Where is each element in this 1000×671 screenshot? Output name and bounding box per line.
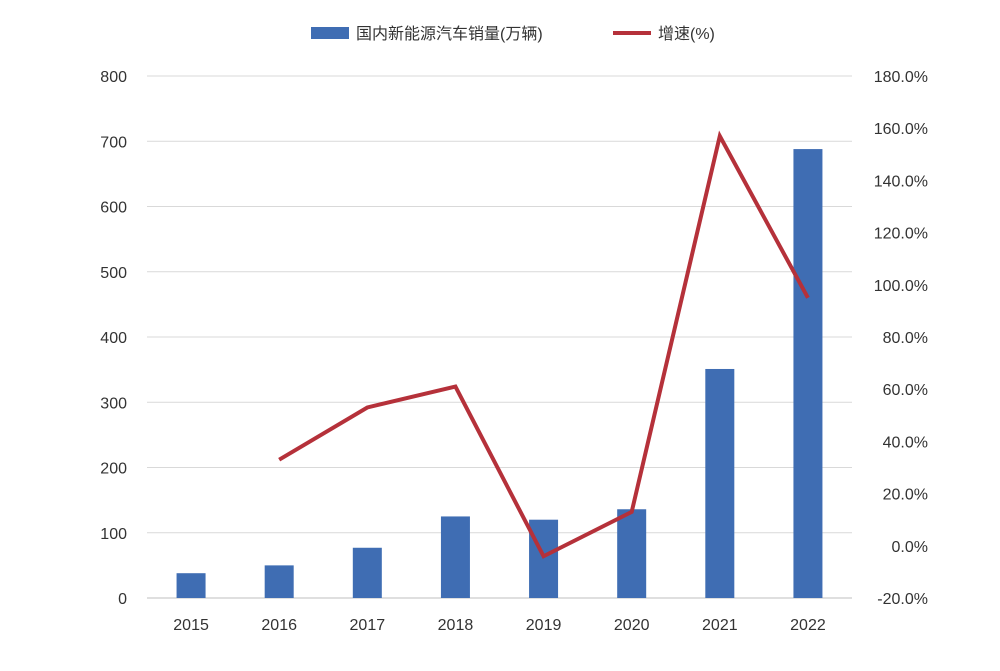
bar	[617, 509, 646, 598]
x-tick-label: 2021	[702, 617, 738, 634]
legend-swatch-bar	[311, 27, 349, 39]
bar	[705, 369, 734, 598]
y-right-tick-label: 160.0%	[874, 121, 928, 138]
y-right-tick-label: 180.0%	[874, 69, 928, 86]
y-left-tick-label: 200	[100, 461, 127, 478]
x-tick-label: 2019	[526, 617, 562, 634]
y-left-tick-label: 0	[118, 591, 127, 608]
y-right-tick-label: 120.0%	[874, 226, 928, 243]
x-tick-label: 2018	[438, 617, 474, 634]
y-right-tick-label: -20.0%	[877, 591, 928, 608]
y-right-tick-label: 20.0%	[883, 487, 928, 504]
bar	[793, 149, 822, 598]
legend-label-bar: 国内新能源汽车销量(万辆)	[356, 25, 543, 43]
y-left-tick-label: 100	[100, 526, 127, 543]
y-left-tick-label: 600	[100, 200, 127, 217]
bar-series	[177, 149, 823, 598]
y-left-tick-label: 300	[100, 395, 127, 412]
bar	[441, 516, 470, 598]
y-axis-left: 0 100 200 300 400 500 600 700 800	[100, 69, 127, 608]
legend: 国内新能源汽车销量(万辆) 增速(%)	[311, 25, 715, 43]
y-right-tick-label: 40.0%	[883, 434, 928, 451]
y-right-tick-label: 80.0%	[883, 330, 928, 347]
x-axis: 2015 2016 2017 2018 2019 2020 2021 2022	[173, 617, 826, 634]
bar	[265, 565, 294, 598]
x-tick-label: 2017	[350, 617, 386, 634]
y-left-tick-label: 400	[100, 330, 127, 347]
bar	[353, 548, 382, 598]
y-right-tick-label: 0.0%	[892, 539, 928, 556]
y-right-tick-label: 60.0%	[883, 382, 928, 399]
x-tick-label: 2016	[261, 617, 297, 634]
y-axis-right: -20.0% 0.0% 20.0% 40.0% 60.0% 80.0% 100.0% 120.…	[874, 69, 928, 608]
y-left-tick-label: 700	[100, 134, 127, 151]
x-tick-label: 2015	[173, 617, 209, 634]
bar	[177, 573, 206, 598]
gridlines	[147, 76, 852, 598]
legend-label-line: 增速(%)	[658, 25, 715, 43]
bar	[529, 520, 558, 598]
y-right-tick-label: 140.0%	[874, 173, 928, 190]
y-left-tick-label: 500	[100, 265, 127, 282]
y-left-tick-label: 800	[100, 69, 127, 86]
y-right-tick-label: 100.0%	[874, 278, 928, 295]
x-tick-label: 2020	[614, 617, 650, 634]
x-tick-label: 2022	[790, 617, 826, 634]
